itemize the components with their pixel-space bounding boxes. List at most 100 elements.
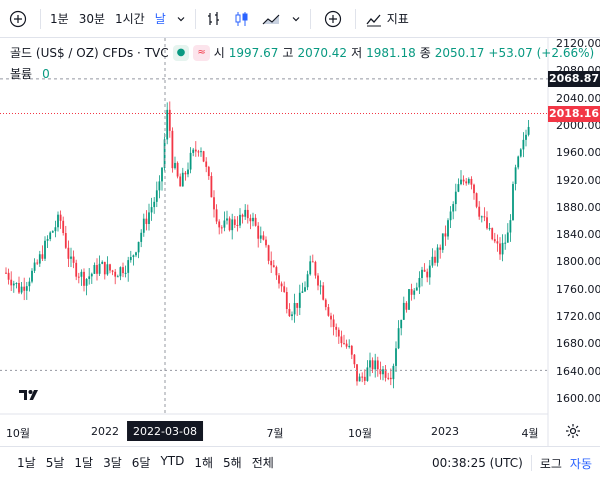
range-button[interactable]: 1달 — [74, 456, 94, 470]
candle-body — [361, 376, 364, 378]
candle-body — [280, 283, 283, 287]
plus-circle-icon — [324, 10, 341, 27]
candle-body — [335, 326, 338, 330]
candle-body — [499, 243, 501, 255]
time-tick-label: 10월 — [5, 427, 31, 440]
candle-body — [387, 377, 390, 379]
last-price-tag: 2018.16 — [548, 105, 600, 122]
indicators-button[interactable]: 지표 — [360, 5, 414, 33]
compare-button[interactable] — [315, 5, 351, 33]
tradingview-logo[interactable] — [16, 384, 44, 406]
candle-body — [415, 287, 418, 291]
data-delay-badge: ≈ — [193, 44, 210, 61]
candle-body — [64, 233, 67, 248]
range-button[interactable]: YTD — [160, 454, 185, 468]
price-tick-label: 1600.00 — [556, 392, 600, 405]
tradingview-logo-icon — [16, 384, 44, 406]
interval-day[interactable]: 날 — [154, 12, 166, 26]
range-button[interactable]: 전체 — [251, 456, 274, 470]
candle-body — [449, 211, 452, 221]
candle-body — [259, 235, 262, 239]
high-value: 2070.42 — [297, 45, 348, 60]
area-chart-icon — [262, 14, 280, 24]
candle-body — [80, 271, 83, 277]
candle-body — [356, 364, 358, 382]
candle-body — [207, 166, 210, 177]
candle-body — [376, 360, 379, 370]
candle-body — [454, 191, 457, 205]
price-tick-label: 2120.00 — [556, 37, 600, 50]
divider — [194, 8, 196, 29]
gear-icon — [566, 424, 580, 438]
candle-body — [460, 179, 462, 185]
candle-body — [371, 360, 374, 370]
low-label: 저 — [351, 46, 363, 60]
candle-body — [231, 219, 234, 231]
candle-body — [275, 267, 278, 276]
area-chart-type-button[interactable] — [256, 5, 286, 33]
interval-1h[interactable]: 1시간 — [115, 12, 145, 26]
candle-body — [127, 260, 130, 273]
candle-body — [187, 169, 189, 175]
candle-body — [509, 220, 512, 233]
candle-body — [296, 302, 299, 308]
candle-body — [517, 156, 520, 168]
candle-body — [54, 227, 57, 232]
open-label: 시 — [213, 46, 225, 60]
crosshair-date-tag: 2022-03-08 — [127, 421, 203, 441]
candle-body — [88, 276, 91, 279]
price-tick-label: 1880.00 — [556, 200, 600, 214]
log-scale-toggle[interactable]: 로그 — [539, 456, 562, 471]
add-symbol-button[interactable] — [0, 5, 36, 33]
price-tick-label: 1920.00 — [556, 173, 600, 187]
settings-button[interactable] — [565, 423, 581, 442]
interval-30m[interactable]: 30분 — [78, 12, 105, 26]
candle-body — [124, 272, 127, 274]
interval-dropdown[interactable] — [171, 5, 191, 33]
candle-body — [478, 206, 481, 217]
candle-body — [465, 181, 468, 184]
range-button[interactable]: 3달 — [103, 456, 122, 470]
divider — [530, 455, 532, 471]
candle-chart-type-button[interactable] — [228, 5, 256, 33]
bottom-toolbar: 1날 5날 1달 3달 6달 YTD 1해 5해 전체 00:38:25 (UTC) 로그 자동 — [0, 446, 600, 478]
candle-body — [129, 257, 132, 261]
candle-body — [512, 184, 514, 221]
range-button[interactable]: 5해 — [223, 456, 242, 470]
range-button[interactable]: 5날 — [45, 456, 65, 470]
time-tick-label: 4월 — [521, 427, 539, 440]
candle-body — [291, 314, 293, 317]
candle-body — [525, 134, 527, 140]
candle-body — [119, 267, 122, 277]
candle-body — [226, 218, 228, 221]
bar-chart-type-button[interactable] — [200, 5, 228, 33]
candle-body — [10, 279, 13, 286]
candles-icon — [235, 11, 248, 26]
candle-body — [467, 178, 470, 184]
price-chart[interactable] — [0, 38, 600, 446]
range-button[interactable]: 1해 — [194, 456, 214, 470]
candle-body — [324, 299, 327, 308]
chart-type-dropdown[interactable] — [286, 5, 306, 33]
candle-body — [514, 167, 517, 185]
candle-body — [20, 286, 23, 293]
range-button[interactable]: 6달 — [131, 456, 151, 470]
candle-body — [41, 254, 44, 259]
range-button[interactable]: 1날 — [17, 456, 36, 470]
interval-1m[interactable]: 1분 — [50, 12, 69, 26]
low-value: 1981.18 — [366, 45, 416, 60]
symbol-name[interactable]: 골드 (US$ / OZ) CFDs · TVC — [10, 46, 169, 60]
candle-body — [283, 286, 286, 292]
candle-body — [218, 221, 221, 228]
candle-body — [428, 265, 431, 278]
candle-body — [392, 365, 395, 380]
candle-body — [241, 214, 244, 217]
candle-body — [28, 281, 31, 287]
auto-scale-toggle[interactable]: 자동 — [569, 456, 592, 471]
candle-body — [317, 275, 319, 286]
candle-body — [431, 256, 434, 266]
candle-body — [239, 214, 241, 226]
candle-body — [109, 264, 111, 271]
candle-body — [5, 272, 7, 274]
candle-body — [205, 161, 208, 167]
